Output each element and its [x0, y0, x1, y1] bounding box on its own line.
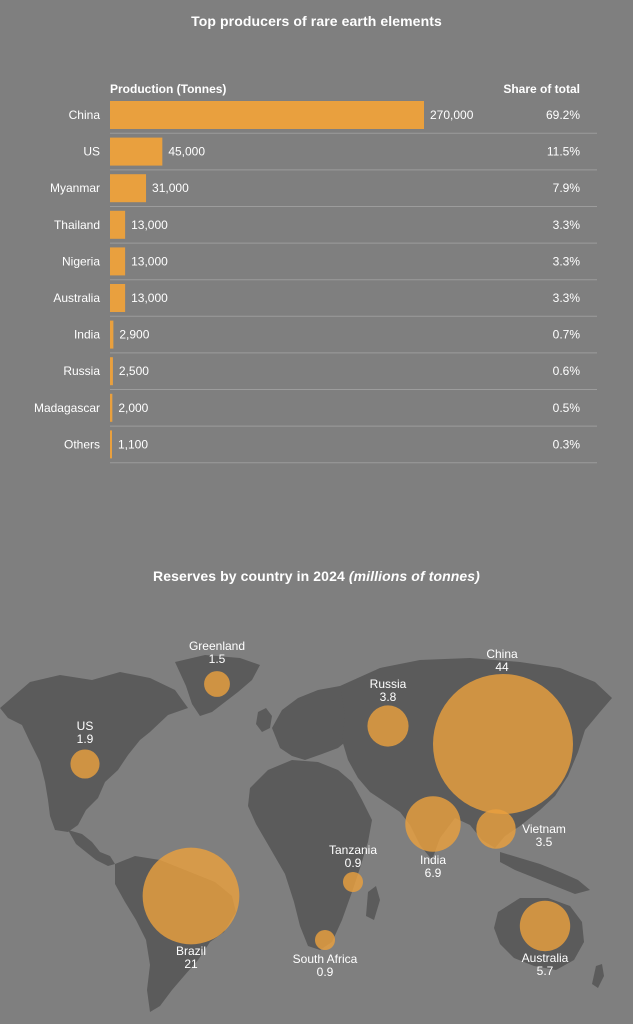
bar-category-label: Nigeria — [62, 254, 100, 268]
bar-value-label: 13,000 — [131, 254, 168, 268]
bar-category-label: Myanmar — [50, 181, 100, 195]
bubble-country-label: Australia — [522, 951, 569, 965]
reserve-bubbles — [70, 671, 573, 952]
bubble-china — [433, 674, 573, 814]
bar-share-label: 3.3% — [553, 218, 581, 232]
bar-share-label: 11.5% — [547, 145, 580, 159]
bar-share-label: 69.2% — [546, 108, 580, 122]
bubble-country-label: Greenland — [189, 639, 245, 653]
bubble-country-label: South Africa — [293, 952, 358, 966]
bar-value-label: 13,000 — [131, 291, 168, 305]
bar-share-label: 3.3% — [553, 291, 581, 305]
bar-value-label: 2,900 — [119, 328, 149, 342]
bar-category-label: India — [74, 328, 100, 342]
bar-china — [110, 101, 424, 129]
bar-india — [110, 320, 114, 349]
bubble-country-label: Tanzania — [329, 843, 377, 857]
bubble-us — [70, 749, 100, 779]
production-bar-chart: Production (Tonnes) Share of total China… — [34, 82, 597, 464]
bubble-country-label: US — [77, 719, 94, 733]
bubble-india — [405, 796, 461, 852]
bubble-russia — [367, 705, 409, 747]
bar-category-label: Madagascar — [34, 401, 100, 415]
bubble-country-label: Brazil — [176, 944, 206, 958]
bar-share-label: 3.3% — [553, 254, 581, 268]
reserves-map-title: Reserves by country in 2024 (millions of… — [0, 568, 633, 584]
bubble-australia — [519, 900, 571, 952]
bubble-value-label: 44 — [495, 660, 509, 674]
bar-myanmar — [110, 174, 147, 203]
bar-share-label: 0.6% — [553, 364, 581, 378]
bar-russia — [110, 357, 113, 386]
bubble-value-label: 1.9 — [77, 732, 94, 746]
bubble-value-label: 0.9 — [317, 965, 334, 979]
bubble-south-africa — [314, 929, 336, 951]
production-column-header: Production (Tonnes) — [110, 82, 226, 96]
bar-value-label: 31,000 — [152, 181, 189, 195]
bar-value-label: 13,000 — [131, 218, 168, 232]
bar-share-label: 0.7% — [553, 328, 581, 342]
bar-value-label: 45,000 — [168, 145, 205, 159]
bar-category-label: China — [69, 108, 101, 122]
bar-nigeria — [110, 247, 126, 276]
bubble-tanzania — [342, 871, 364, 893]
bubble-brazil — [142, 847, 240, 945]
bar-value-label: 1,100 — [118, 437, 148, 451]
bar-share-label: 7.9% — [553, 181, 581, 195]
bar-share-label: 0.3% — [553, 437, 581, 451]
bar-thailand — [110, 210, 126, 239]
bubble-value-label: 5.7 — [537, 964, 554, 978]
bar-us — [110, 137, 163, 166]
bubble-country-label: Vietnam — [522, 822, 566, 836]
share-column-header: Share of total — [503, 82, 580, 96]
production-chart-title: Top producers of rare earth elements — [191, 13, 442, 29]
bar-value-label: 2,500 — [119, 364, 149, 378]
bar-category-label: Australia — [53, 291, 100, 305]
bar-australia — [110, 284, 126, 312]
bar-value-label: 270,000 — [430, 108, 474, 122]
bar-value-label: 2,000 — [118, 401, 148, 415]
bar-madagascar — [110, 393, 113, 422]
bubble-country-label: Russia — [370, 677, 407, 691]
bubble-value-label: 1.5 — [209, 652, 226, 666]
bubble-value-label: 21 — [184, 957, 198, 971]
bubble-value-label: 3.8 — [380, 690, 397, 704]
reserves-title-unit: (millions of tonnes) — [348, 568, 480, 584]
bubble-country-label: India — [420, 853, 446, 867]
bubble-value-label: 6.9 — [425, 866, 442, 880]
world-landmass — [0, 655, 612, 1012]
bar-category-label: Thailand — [54, 218, 100, 232]
bubble-value-label: 0.9 — [345, 856, 362, 870]
bubble-greenland — [204, 671, 230, 697]
bar-category-label: US — [83, 145, 100, 159]
bar-category-label: Russia — [63, 364, 100, 378]
reserves-title-text: Reserves by country in 2024 — [153, 568, 345, 584]
bubble-value-label: 3.5 — [536, 835, 553, 849]
bar-others — [110, 430, 112, 459]
bubble-vietnam — [476, 809, 516, 849]
bar-share-label: 0.5% — [553, 401, 581, 415]
bar-category-label: Others — [64, 437, 100, 451]
bubble-country-label: China — [486, 647, 518, 661]
